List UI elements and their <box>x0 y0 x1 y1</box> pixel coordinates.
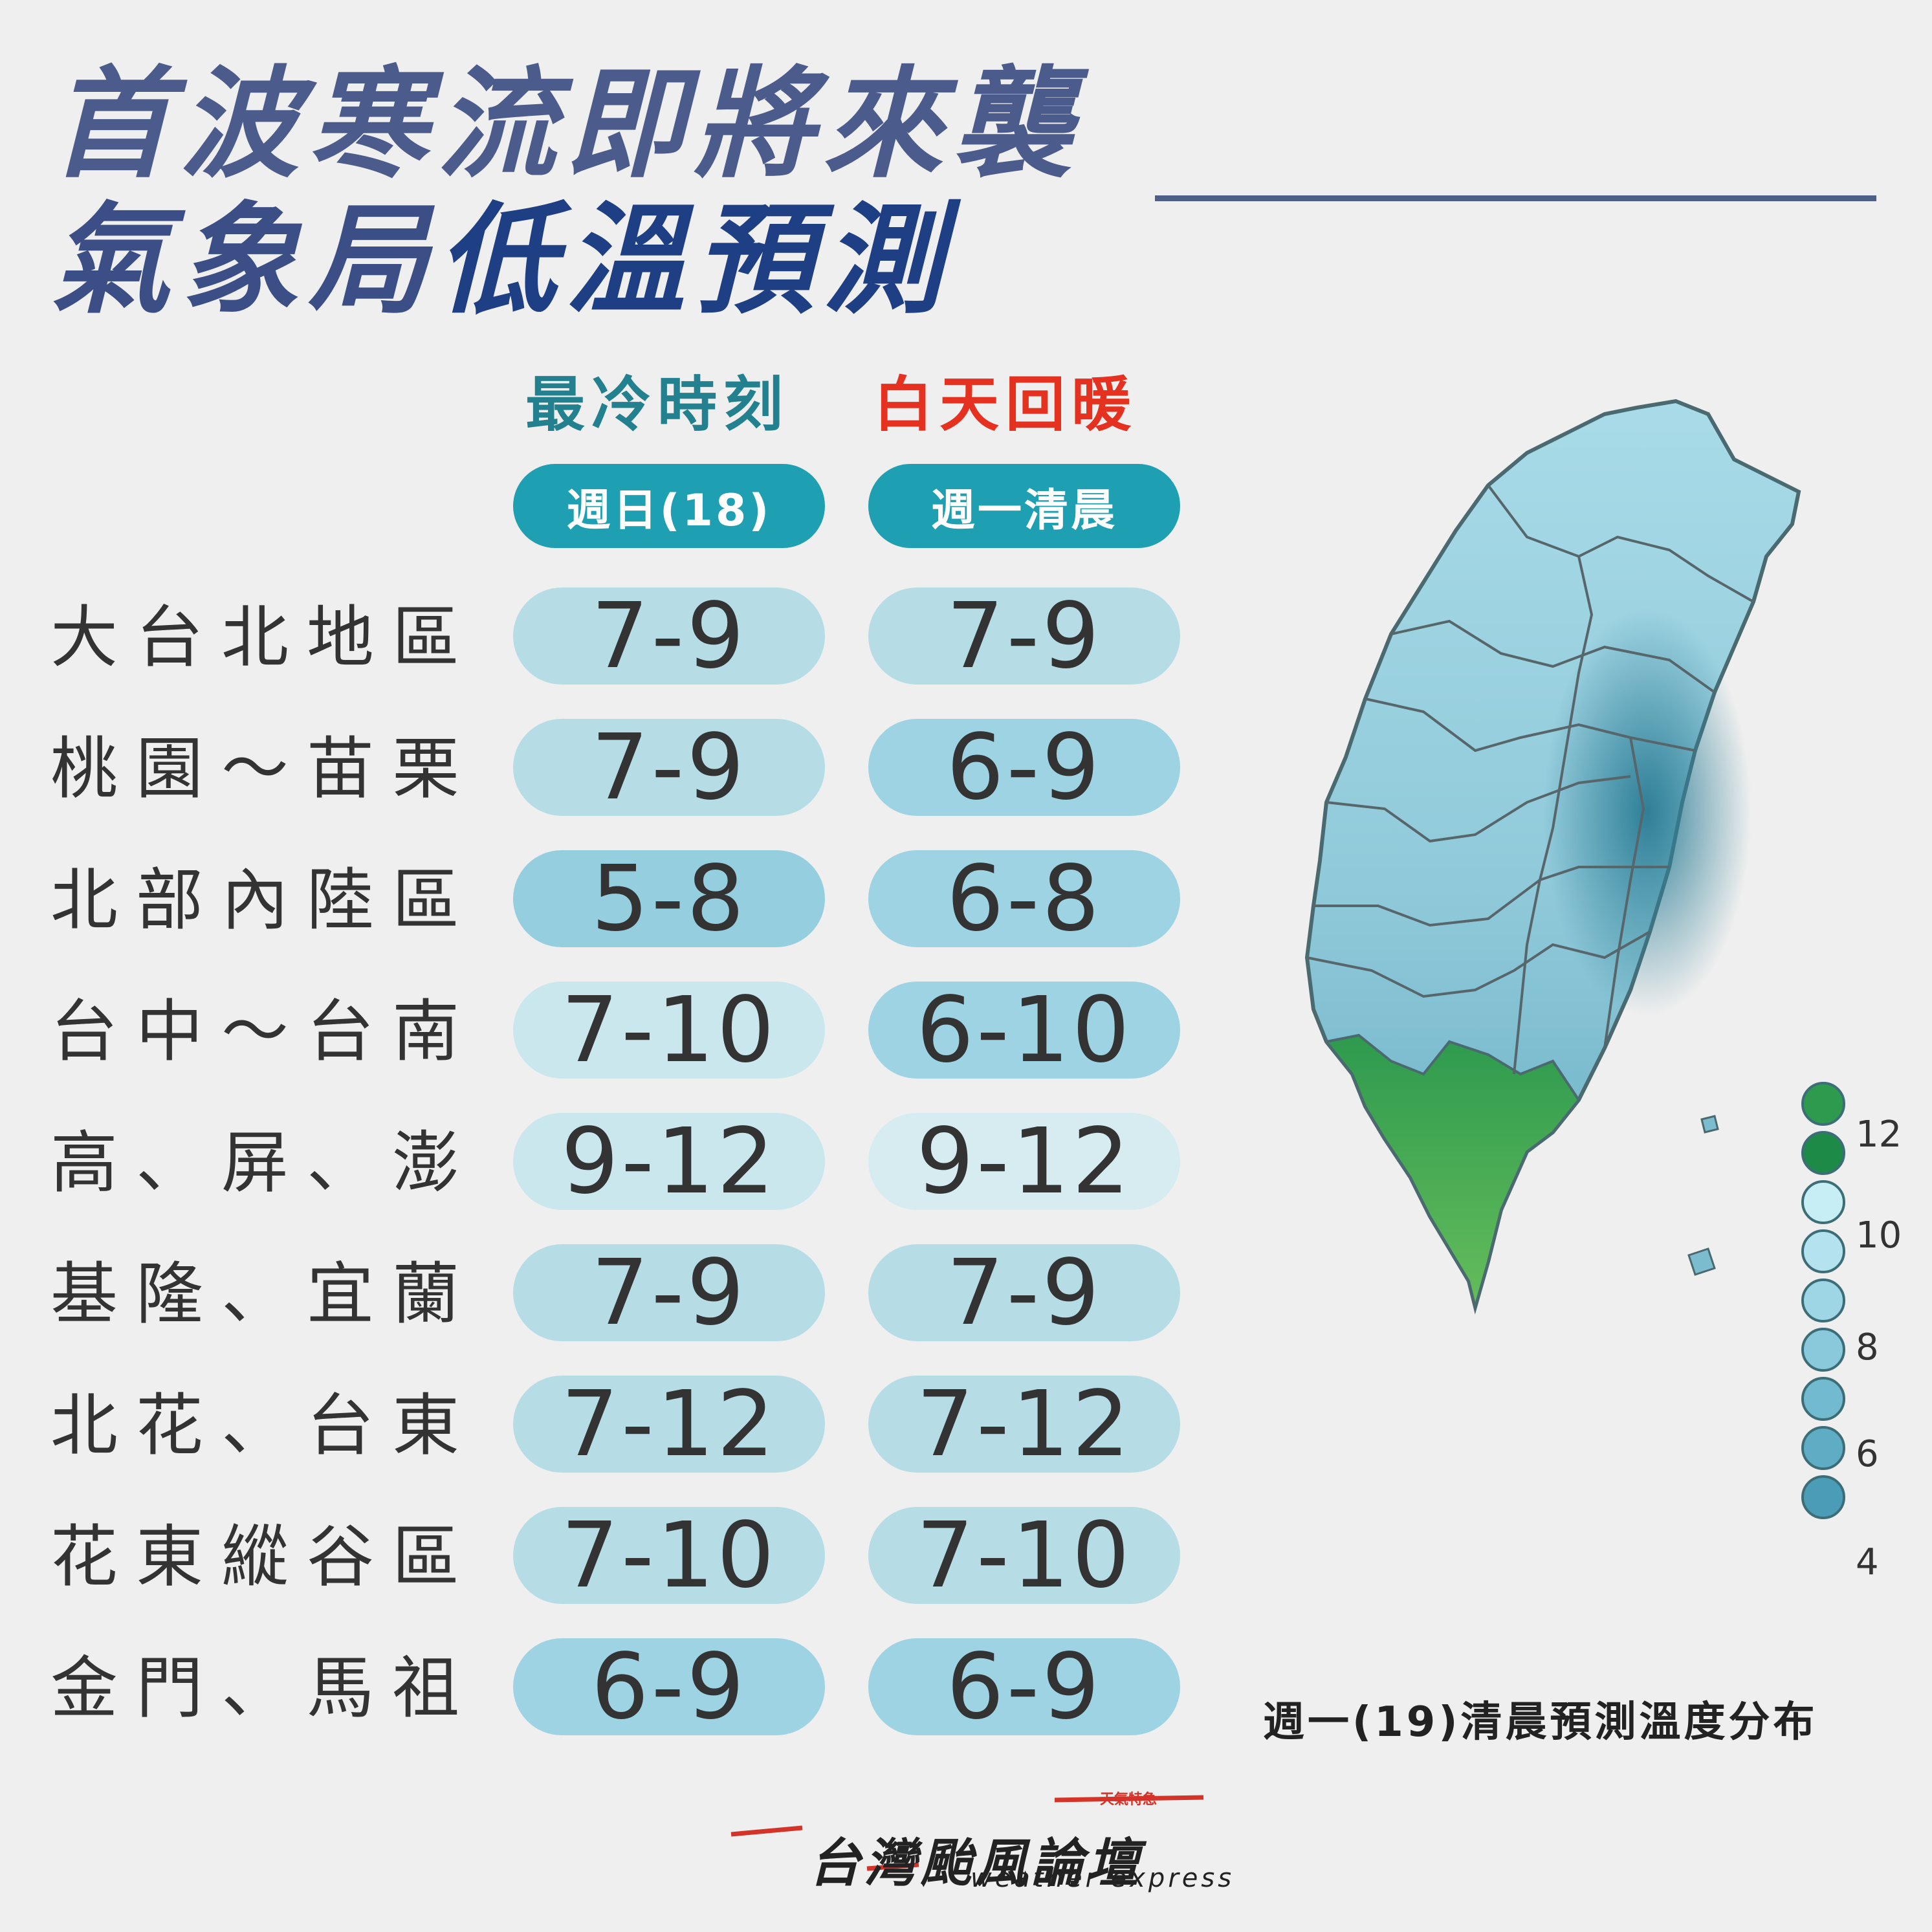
legend-swatch <box>1801 1131 1845 1175</box>
legend-swatch <box>1801 1475 1845 1519</box>
legend-label: 10 <box>1856 1214 1902 1257</box>
legend-swatch <box>1801 1180 1845 1224</box>
logo-subtitle: weather express <box>971 1863 1235 1893</box>
monday-range: 9-12 <box>868 1109 1180 1214</box>
logo-strokes <box>730 1795 1204 1871</box>
monday-range: 7-9 <box>868 584 1180 689</box>
taiwan-map-svg <box>1205 399 1801 1315</box>
warming-day-badge: 週一清晨 <box>868 464 1180 548</box>
region-label: 桃園～苗栗 <box>50 729 478 808</box>
monday-range: 6-8 <box>868 846 1180 952</box>
sunday-range: 7-9 <box>513 715 825 820</box>
legend-swatch <box>1801 1279 1845 1323</box>
sunday-range: 7-12 <box>513 1372 825 1477</box>
county-borders <box>1306 484 1754 1075</box>
legend-swatch <box>1801 1377 1845 1421</box>
monday-range: 7-12 <box>868 1372 1180 1477</box>
region-label: 台中～台南 <box>50 992 478 1071</box>
legend-label: 6 <box>1856 1433 1879 1475</box>
region-label: 花東縱谷區 <box>50 1517 478 1596</box>
monday-range: 7-10 <box>868 1503 1180 1608</box>
logo-name: 台灣颱風論壇 <box>809 1833 1143 1893</box>
monday-range: 6-9 <box>868 1634 1180 1740</box>
lanyu-island <box>1687 1247 1716 1276</box>
sunday-range: 7-10 <box>513 978 825 1083</box>
warming-heading: 白天回暖 <box>873 370 1138 439</box>
legend-label: 12 <box>1856 1114 1902 1156</box>
south-warm-zone <box>1324 1033 1581 1312</box>
headline-line2: 氣象局低溫預測 <box>50 201 952 320</box>
sunday-range: 7-9 <box>513 584 825 689</box>
monday-range: 7-9 <box>868 1240 1180 1346</box>
legend-swatch <box>1801 1229 1845 1273</box>
temperature-map <box>1205 388 1863 1650</box>
sunday-range: 5-8 <box>513 846 825 952</box>
sunday-range: 7-9 <box>513 1240 825 1346</box>
sunday-range: 9-12 <box>513 1109 825 1214</box>
logo-tag: 天氣特急 <box>1100 1792 1158 1808</box>
headline-line1: 首波寒流即將來襲 <box>50 54 1081 194</box>
region-label: 大台北地區 <box>50 598 478 677</box>
monday-range: 6-10 <box>868 978 1180 1083</box>
sunday-range: 7-10 <box>513 1503 825 1608</box>
monday-range: 6-9 <box>868 715 1180 820</box>
coldest-day-badge: 週日(18) <box>513 464 825 548</box>
legend-label: 4 <box>1856 1541 1879 1583</box>
headline-line2-agency: 氣象局 <box>50 190 437 330</box>
map-caption: 週一(19)清晨預測溫度分布 <box>1263 1698 1818 1746</box>
legend-swatch <box>1801 1328 1845 1372</box>
mountain-shading <box>1469 550 1766 1132</box>
title-divider <box>1155 195 1876 201</box>
coldest-heading: 最冷時刻 <box>525 370 790 439</box>
legend-swatch <box>1801 1426 1845 1470</box>
headline-line2-forecast: 低溫預測 <box>437 190 952 330</box>
legend-swatch <box>1801 1082 1845 1126</box>
region-label: 北花、台東 <box>50 1386 478 1465</box>
sunday-range: 6-9 <box>513 1634 825 1740</box>
region-label: 基隆、宜蘭 <box>50 1255 478 1334</box>
region-label: 金門、馬祖 <box>50 1649 478 1728</box>
region-label: 高、屏、澎 <box>50 1123 478 1202</box>
legend-label: 8 <box>1856 1326 1879 1368</box>
region-label: 北部內陸區 <box>50 861 478 939</box>
green-island <box>1700 1115 1719 1134</box>
